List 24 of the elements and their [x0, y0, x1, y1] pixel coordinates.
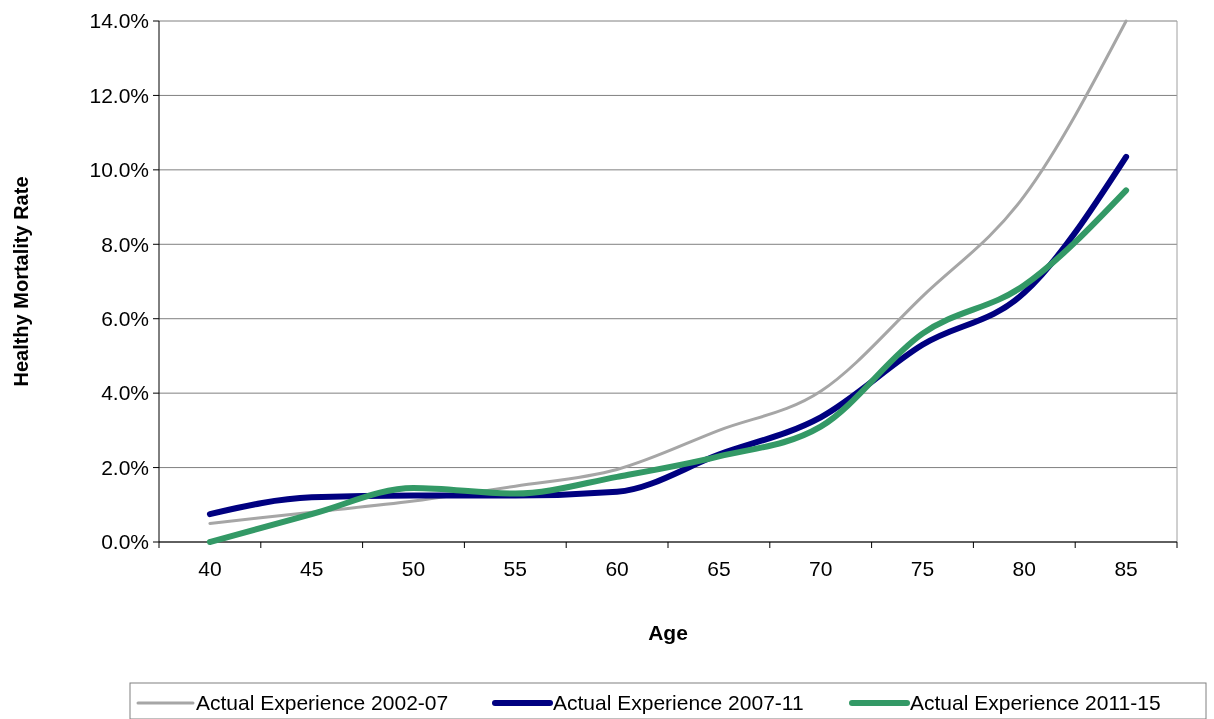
- y-tick-label: 8.0%: [101, 232, 149, 256]
- x-tick-label: 80: [1012, 557, 1036, 580]
- y-tick-label: 6.0%: [101, 307, 149, 331]
- x-axis-title: Age: [648, 621, 688, 644]
- y-tick-label: 14.0%: [89, 9, 149, 33]
- legend-label: Actual Experience 2007-11: [553, 691, 804, 715]
- y-tick-label: 0.0%: [101, 530, 149, 554]
- legend-label: Actual Experience 2011-15: [910, 691, 1161, 715]
- x-tick-label: 60: [605, 557, 629, 580]
- y-tick-label: 2.0%: [101, 455, 149, 479]
- x-tick-label: 50: [401, 557, 426, 580]
- line-series: [208, 19, 1128, 525]
- y-tick-label: 12.0%: [89, 83, 149, 107]
- x-tick-label: 65: [707, 557, 731, 580]
- x-tick-label: 45: [300, 557, 324, 580]
- y-tick-label: 4.0%: [101, 381, 149, 405]
- y-axis-title: Healthy Mortality Rate: [10, 176, 32, 387]
- x-tick-label: 70: [809, 557, 833, 580]
- x-tick-label: 75: [910, 557, 935, 580]
- x-tick-label: 85: [1114, 557, 1138, 580]
- x-tick-label: 40: [198, 557, 222, 580]
- legend-label: Actual Experience 2002-07: [196, 691, 449, 715]
- x-tick-label: 55: [503, 557, 527, 580]
- y-tick-label: 10.0%: [89, 158, 149, 182]
